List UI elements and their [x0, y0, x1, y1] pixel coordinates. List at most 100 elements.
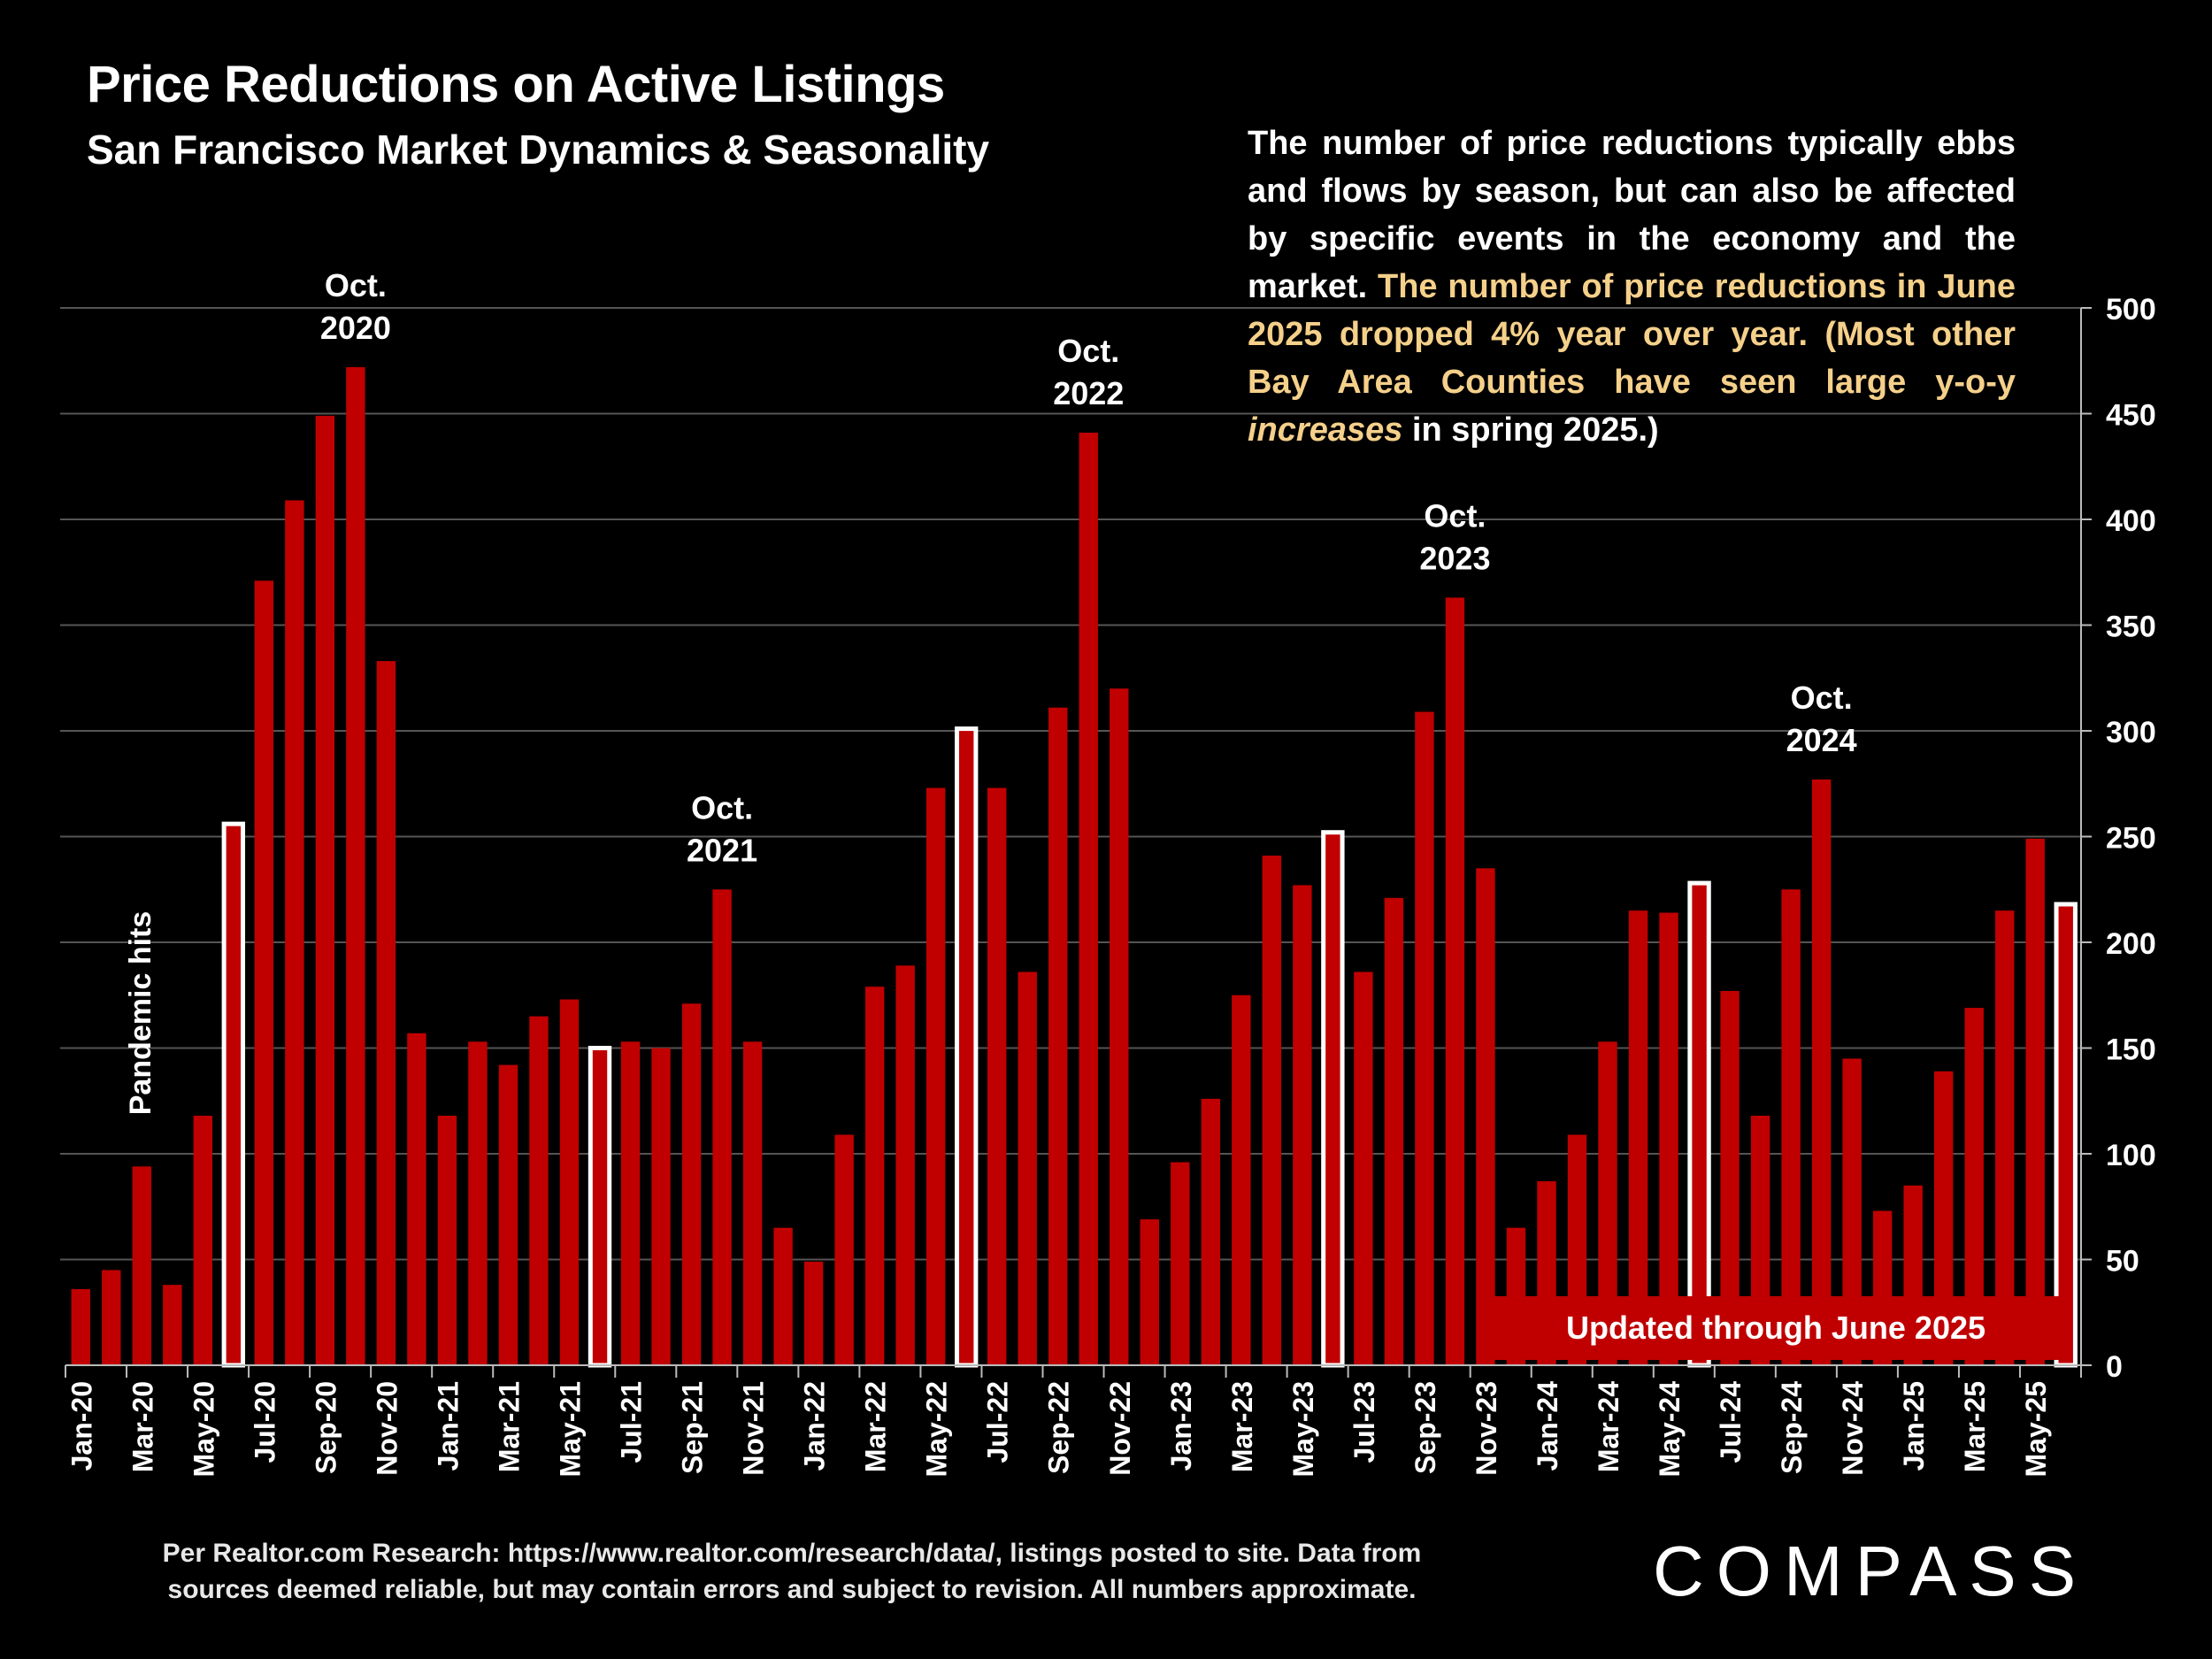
commentary-highlight: The number of price reductions in June 2… — [1248, 268, 2016, 449]
x-tick-label: May-23 — [1287, 1381, 1319, 1478]
updated-banner — [1479, 1296, 2072, 1360]
bar-Jan-20 — [71, 1288, 90, 1365]
x-tick-label: May-21 — [555, 1381, 587, 1478]
bar-Sep-21 — [681, 1003, 702, 1365]
bar-Aug-20 — [285, 500, 304, 1365]
bar-May-25 — [2025, 838, 2045, 1365]
annotation-Oct-22-line2: 2022 — [1053, 375, 1124, 411]
y-tick-label: 450 — [2106, 399, 2156, 433]
bar-Feb-21 — [468, 1041, 488, 1365]
bar-Jul-24 — [1720, 990, 1740, 1365]
bar-Apr-24 — [1628, 910, 1648, 1365]
bar-May-22 — [926, 787, 946, 1365]
x-tick-label: Mar-24 — [1593, 1381, 1624, 1472]
y-tick-label: 500 — [2106, 293, 2156, 326]
x-tick-label: Sep-23 — [1409, 1381, 1441, 1474]
x-tick-label: May-25 — [2020, 1381, 2052, 1478]
x-tick-label: Nov-21 — [738, 1381, 770, 1476]
x-tick-label: Jul-22 — [982, 1381, 1014, 1463]
x-tick-label: Mar-25 — [1959, 1381, 1991, 1472]
page-title: Price Reductions on Active Listings — [87, 56, 945, 113]
bar-Jun-24 — [1687, 880, 1711, 1368]
annotation-Oct-20-line2: 2020 — [320, 310, 391, 346]
bar-Oct-20 — [346, 366, 365, 1365]
bar-Nov-22 — [1110, 688, 1129, 1365]
annotation-Oct-23-line2: 2023 — [1419, 540, 1490, 576]
bar-Jan-23 — [1171, 1162, 1190, 1365]
bar-Jan-22 — [803, 1261, 824, 1365]
bar-Aug-21 — [651, 1048, 671, 1365]
x-tick-label: Mar-20 — [127, 1381, 158, 1472]
x-tick-label: Jan-20 — [65, 1381, 97, 1471]
x-tick-label: Mar-22 — [860, 1381, 892, 1472]
y-tick-label: 150 — [2106, 1033, 2156, 1067]
bar-Jun-23 — [1321, 830, 1345, 1368]
bar-Feb-25 — [1933, 1071, 1954, 1365]
x-tick-label: May-22 — [921, 1381, 953, 1478]
annotation-Oct-24-line1: Oct. — [1791, 680, 1853, 716]
bar-Sep-23 — [1415, 711, 1434, 1365]
commentary-part-4: in spring 2025.) — [1402, 411, 1659, 449]
bar-Aug-22 — [1018, 972, 1037, 1365]
x-tick-label: Jul-20 — [249, 1381, 280, 1463]
x-tick-label: Mar-21 — [493, 1381, 525, 1472]
bar-Dec-21 — [773, 1227, 793, 1365]
x-tick-label: Sep-21 — [677, 1381, 709, 1474]
y-tick-label: 350 — [2106, 611, 2156, 644]
commentary-part-1: The number of price reductions typically… — [1248, 125, 2016, 305]
bar-Jul-23 — [1354, 972, 1373, 1365]
bar-Jan-21 — [437, 1115, 457, 1365]
bar-Mar-23 — [1232, 995, 1251, 1365]
bar-Apr-21 — [529, 1016, 549, 1365]
y-tick-label: 300 — [2106, 716, 2156, 749]
annotation-Oct-21-line1: Oct. — [691, 789, 753, 826]
x-tick-label: Jan-22 — [799, 1381, 831, 1471]
commentary-text: The number of price reductions typically… — [1248, 119, 2016, 454]
bar-Dec-22 — [1140, 1219, 1159, 1365]
bar-Jul-22 — [987, 787, 1007, 1365]
pandemic-label: Pandemic hits — [124, 911, 157, 1116]
bar-Sep-22 — [1048, 707, 1068, 1365]
bar-Apr-22 — [895, 965, 915, 1365]
x-tick-label: May-24 — [1654, 1381, 1686, 1478]
bar-Nov-24 — [1842, 1058, 1862, 1365]
bar-Apr-23 — [1262, 856, 1282, 1365]
x-tick-label: Mar-23 — [1226, 1381, 1258, 1472]
bar-Mar-20 — [132, 1166, 151, 1365]
bar-May-23 — [1293, 885, 1312, 1365]
bar-Nov-21 — [742, 1041, 763, 1365]
bar-Sep-20 — [315, 415, 335, 1365]
bar-Apr-20 — [163, 1285, 182, 1365]
bar-Feb-23 — [1201, 1098, 1221, 1365]
bar-Sep-24 — [1781, 889, 1801, 1365]
y-tick-label: 50 — [2106, 1245, 2139, 1279]
bar-Jun-22 — [954, 726, 979, 1368]
x-tick-label: Sep-22 — [1043, 1381, 1075, 1474]
bar-Apr-25 — [1995, 910, 2015, 1365]
bar-Nov-23 — [1476, 868, 1495, 1365]
commentary-part-2: The number of price reductions in June 2… — [1248, 268, 2016, 401]
bar-Feb-22 — [834, 1134, 854, 1365]
x-tick-label: Nov-22 — [1104, 1381, 1136, 1476]
x-tick-label: Nov-20 — [371, 1381, 403, 1476]
y-tick-label: 100 — [2106, 1139, 2156, 1172]
bar-Mar-22 — [864, 987, 885, 1365]
annotation-Oct-24-line2: 2024 — [1786, 722, 1857, 758]
bar-Aug-23 — [1384, 897, 1404, 1365]
x-tick-label: Jul-21 — [616, 1381, 648, 1463]
bar-Jun-25 — [2054, 902, 2078, 1368]
bar-Mar-21 — [498, 1064, 518, 1365]
bar-Jun-21 — [588, 1046, 612, 1368]
x-tick-label: May-20 — [188, 1381, 219, 1478]
annotation-Oct-20-line1: Oct. — [325, 267, 387, 303]
bar-Mar-24 — [1598, 1041, 1617, 1365]
x-tick-label: Jan-21 — [432, 1381, 464, 1471]
x-tick-label: Jul-24 — [1715, 1381, 1747, 1463]
bar-May-20 — [193, 1115, 213, 1365]
x-tick-label: Jan-25 — [1898, 1381, 1930, 1471]
annotation-Oct-22-line1: Oct. — [1057, 333, 1119, 369]
y-tick-label: 400 — [2106, 504, 2156, 538]
y-tick-label: 250 — [2106, 822, 2156, 856]
source-note: Per Realtor.com Research: https://www.re… — [162, 1539, 1422, 1604]
